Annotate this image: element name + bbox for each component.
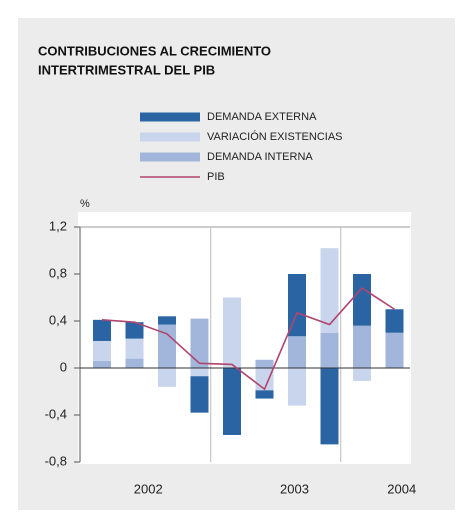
bar-segment — [288, 336, 306, 368]
bar-segment — [385, 332, 404, 368]
y-tick-label: 0,8 — [49, 265, 67, 280]
bar-segment — [320, 332, 339, 368]
y-tick-label: 0,4 — [49, 312, 67, 327]
bar-segment — [353, 274, 371, 326]
bar-segment — [158, 368, 176, 387]
bar-segment — [93, 319, 111, 341]
bar-segment — [353, 325, 371, 368]
legend-swatch — [140, 112, 200, 122]
bar-segment — [288, 368, 306, 406]
y-tick-label: 0 — [60, 359, 67, 374]
bar-segment — [320, 368, 339, 445]
legend-label: PIB — [207, 171, 225, 183]
x-year-label: 2004 — [387, 481, 416, 496]
y-unit: % — [80, 198, 90, 210]
bar-segment — [223, 297, 241, 368]
chart-title: INTERTRIMESTRAL DEL PIB — [38, 62, 215, 77]
chart-title: CONTRIBUCIONES AL CRECIMIENTO — [38, 43, 271, 58]
bar-segment — [288, 274, 306, 337]
bar-segment — [125, 358, 144, 368]
bar-segment — [93, 360, 111, 368]
legend-label: DEMANDA EXTERNA — [207, 111, 317, 123]
bar-segment — [223, 368, 241, 435]
y-tick-label: 1,2 — [49, 218, 67, 233]
legend-label: VARIACIÓN EXISTENCIAS — [207, 130, 343, 143]
bar-segment — [190, 376, 209, 413]
bar-segment — [385, 309, 404, 333]
bar-segment — [93, 340, 111, 361]
bar-segment — [190, 368, 209, 377]
bar-segment — [320, 248, 339, 333]
bar-segment — [353, 368, 371, 381]
bar-segment — [125, 322, 144, 339]
legend-swatch — [140, 152, 200, 162]
legend-label: DEMANDA INTERNA — [207, 151, 313, 163]
x-year-label: 2002 — [134, 481, 163, 496]
pib-line — [101, 287, 395, 391]
bar-segment — [190, 318, 209, 368]
x-year-label: 2003 — [280, 481, 309, 496]
bar-segment — [255, 368, 274, 391]
legend-swatch — [140, 132, 200, 142]
y-tick-label: -0,8 — [45, 453, 67, 468]
bar-segment — [158, 324, 176, 368]
bar-segment — [158, 316, 176, 325]
bar-segment — [255, 390, 274, 399]
bar-segment — [125, 338, 144, 359]
y-tick-label: -0,4 — [45, 406, 67, 421]
bar-segment — [255, 359, 274, 368]
